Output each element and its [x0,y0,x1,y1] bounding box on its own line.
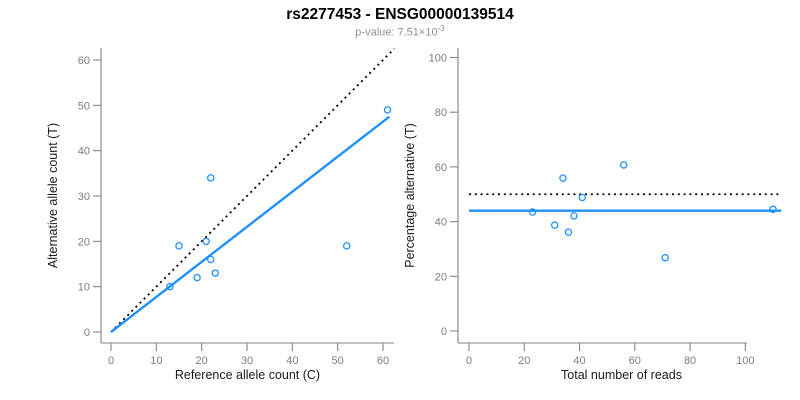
x-tick-label: 20 [196,355,208,367]
figure-title: rs2277453 - ENSG00000139514 [286,6,514,23]
data-point [202,237,210,246]
data-point [206,255,215,264]
percentage-alternative-scatter: 0 20 40 60 80 100 0 20 40 60 80 100 Total number of … [403,48,782,382]
x-tick-label: 80 [684,355,696,367]
x-axis-title: Reference allele count (C) [175,368,320,382]
data-point [166,282,174,291]
y-tick-label: 20 [78,236,90,248]
figure-subtitle: p-value: 7.51×10-3 [0,24,800,39]
x-tick-label: 10 [150,355,162,367]
data-point [383,106,392,114]
x-tick-label: 30 [241,355,253,367]
data-point [211,269,220,277]
y-tick-label: 60 [78,55,90,67]
y-tick-label: 0 [441,326,447,338]
y-tick-label: 60 [435,162,447,174]
y-tick-label: 100 [429,53,447,65]
x-tick-label: 60 [629,355,641,367]
data-point [619,161,628,169]
allele-counts-scatter: 0 10 20 30 40 50 60 0 10 20 30 40 50 60 Reference alle… [46,48,395,382]
data-point [769,205,777,214]
data-point [559,174,567,182]
data-point [342,242,351,250]
data-point [193,273,201,282]
data-point [206,174,215,182]
identity-line [110,48,395,333]
y-tick-label: 50 [78,100,90,112]
fit-line [110,115,391,333]
y-axis-title: Alternative allele count (T) [46,123,60,268]
x-tick-label: 60 [377,355,389,367]
x-tick-label: 0 [466,355,472,367]
p-value-text: p-value: 7.51×10 [355,26,438,39]
p-value-exponent: -3 [437,24,445,33]
y-tick-label: 40 [78,146,90,158]
x-tick-label: 40 [286,355,298,367]
y-tick-label: 80 [435,107,447,119]
data-point [564,228,573,237]
data-point [661,253,669,262]
x-tick-label: 50 [332,355,344,367]
data-point [578,193,587,202]
y-tick-label: 10 [78,282,90,294]
x-tick-label: 40 [573,355,585,367]
y-tick-label: 40 [435,217,447,229]
data-point [528,208,537,216]
y-tick-label: 30 [78,191,90,203]
data-point [550,221,559,229]
y-tick-label: 0 [84,327,90,339]
x-tick-label: 100 [736,355,754,367]
data-point [570,212,578,220]
y-axis-title: Percentage alternative (T) [403,123,417,268]
y-tick-label: 20 [435,271,447,283]
x-axis-title: Total number of reads [561,368,682,382]
x-tick-label: 0 [108,355,114,367]
x-tick-label: 20 [518,355,530,367]
data-point [175,242,183,250]
